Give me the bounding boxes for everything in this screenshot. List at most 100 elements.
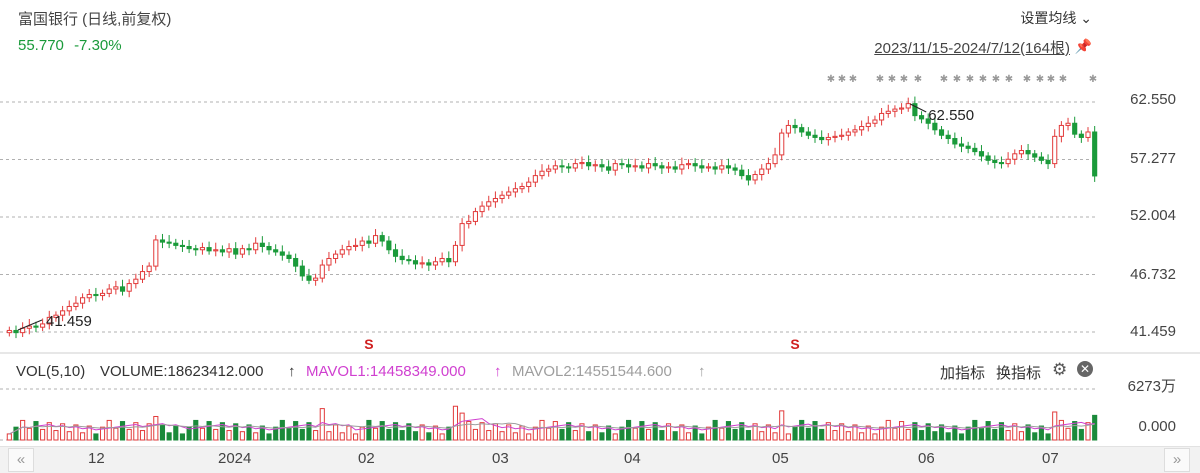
candle-body: [526, 181, 532, 188]
candle-body: [665, 166, 672, 169]
candle-body: [1052, 135, 1058, 165]
volume-bar: [1038, 425, 1044, 441]
ma-setting-button[interactable]: 设置均线 ⌄: [1020, 8, 1092, 28]
candle-body: [313, 277, 319, 281]
candle-body: [26, 325, 32, 329]
mavol1-value: MAVOL1:14458349.000: [306, 363, 466, 380]
candle-body: [612, 163, 618, 171]
volume-bar: [406, 423, 412, 441]
candle-body: [46, 316, 52, 325]
volume-bar: [466, 421, 472, 441]
candle-body: [512, 188, 518, 193]
volume-bar: [419, 424, 425, 441]
chevron-down-icon: ⌄: [1080, 10, 1092, 26]
volume-bar: [832, 430, 838, 441]
volume-bar: [532, 426, 538, 441]
volume-bar: [273, 426, 279, 441]
time-scrollbar[interactable]: [0, 446, 1200, 473]
volume-bar: [412, 431, 419, 441]
candle-body: [6, 329, 12, 334]
candle-body: [459, 223, 465, 246]
volume-bar: [612, 433, 618, 441]
volume-bar: [552, 421, 558, 441]
volume-bar: [459, 412, 465, 441]
candle-body: [426, 262, 432, 266]
volume-bar: [1045, 433, 1051, 441]
pin-icon[interactable]: 📌: [1074, 38, 1092, 54]
candle-body: [346, 245, 352, 251]
candle-body: [845, 131, 851, 136]
volume-bar: [672, 431, 678, 441]
candle-body: [972, 147, 978, 153]
close-icon[interactable]: ✕: [1077, 361, 1093, 377]
candle-body: [333, 253, 339, 259]
candle-body: [446, 257, 452, 263]
candle-body: [539, 170, 545, 177]
candle-body: [1085, 131, 1091, 138]
candle-body: [925, 118, 931, 124]
candle-body: [86, 293, 92, 299]
candle-body: [992, 159, 998, 164]
date-range[interactable]: 2023/11/15-2024/7/12(164根): [874, 40, 1070, 57]
high-arrow: [910, 103, 927, 113]
volume-bar: [193, 419, 199, 441]
volume-bar: [899, 421, 905, 441]
volume-bar: [499, 431, 505, 441]
switch-indicator-button[interactable]: 换指标: [996, 365, 1042, 382]
candle-body: [885, 110, 891, 114]
candle-body: [879, 112, 885, 121]
add-indicator-button[interactable]: 加指标: [940, 365, 986, 382]
candle-body: [1058, 124, 1064, 137]
candle-body: [153, 239, 159, 267]
price-tick: 57.277: [1130, 150, 1176, 167]
candle-body: [506, 191, 512, 196]
volume-axis-bottom: 0.000: [1138, 418, 1176, 435]
event-icon: ✱: [1036, 74, 1044, 85]
candle-body: [439, 257, 445, 263]
candle-body: [805, 131, 811, 136]
candle-body: [572, 163, 578, 169]
candle-body: [965, 145, 971, 149]
event-icon: ✱: [827, 74, 835, 85]
candle-body: [772, 154, 778, 165]
candle-body: [353, 244, 359, 247]
volume-bar: [699, 433, 705, 441]
time-tick: 03: [492, 450, 509, 467]
volume-bar: [126, 428, 132, 441]
candle-body: [406, 259, 412, 262]
volume-bar: [872, 433, 878, 441]
volume-bar: [86, 425, 92, 441]
event-icon: ✱: [914, 74, 922, 85]
candle-body: [752, 174, 758, 181]
candle-body: [99, 292, 106, 297]
candle-body: [945, 134, 951, 140]
volume-bar: [199, 427, 205, 441]
event-icon: ✱: [849, 74, 857, 85]
candle-body: [732, 167, 738, 171]
volume-bar: [978, 427, 985, 441]
volume-value: VOLUME:18623412.000: [100, 363, 264, 380]
volume-bar: [719, 427, 725, 441]
gear-icon[interactable]: ⚙: [1052, 360, 1068, 379]
scroll-left-icon[interactable]: «: [8, 448, 34, 472]
candle-body: [126, 283, 132, 292]
candle-body: [519, 186, 525, 190]
volume-bar: [952, 425, 958, 441]
candle-body: [392, 249, 399, 257]
volume-bar: [80, 432, 86, 441]
volume-bar: [925, 423, 931, 441]
volume-bar: [139, 430, 146, 441]
candle-body: [173, 242, 179, 246]
candle-body: [193, 248, 199, 251]
candle-body: [412, 260, 419, 265]
candle-body: [479, 205, 485, 213]
volume-bar: [266, 433, 272, 441]
candle-body: [1005, 158, 1011, 165]
scroll-right-icon[interactable]: »: [1164, 448, 1190, 472]
candle-body: [246, 248, 252, 251]
volume-bar: [586, 431, 592, 441]
candle-body: [93, 293, 99, 297]
volume-bar: [845, 431, 851, 441]
volume-bar: [765, 424, 771, 441]
